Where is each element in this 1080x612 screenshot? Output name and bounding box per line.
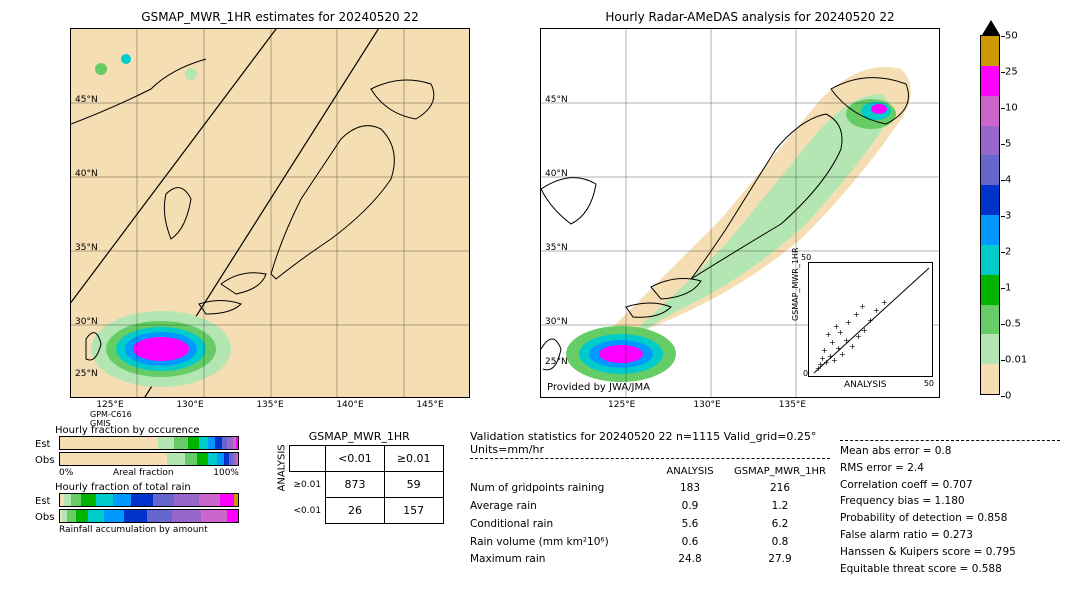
col-label: GSMAP_MWR_1HR [730,463,830,480]
svg-text:+: + [867,316,874,325]
bar-row-label: Obs [35,512,55,523]
ct-colheader: GSMAP_MWR_1HR [275,430,444,443]
svg-text:+: + [839,350,846,359]
svg-text:+: + [845,318,852,327]
bar-occ-obs [59,452,239,466]
rain-title: Hourly fraction of total rain [55,482,255,493]
ct-rowheader: ANALYSIS [277,478,288,492]
ytick: 30°N [75,317,98,327]
col-label: ANALYSIS [650,463,730,480]
map-left-title: GSMAP_MWR_1HR estimates for 20240520 22 [70,10,490,24]
rain-caption: Rainfall accumulation by amount [59,525,255,535]
bar-axis-label: Areal fraction [113,468,174,478]
ytick: 35°N [75,243,98,253]
ytick: 25°N [545,357,568,367]
svg-text:+: + [849,342,856,351]
map-right-xticks: 125°E 130°E 135°E [608,400,868,410]
scatter-ytick: 0 [803,369,808,378]
ytick: 40°N [75,169,98,179]
svg-text:+: + [829,338,836,347]
svg-text:+: + [859,302,866,311]
svg-text:+: + [831,356,838,365]
map-left-xticks: 125°E 130°E 135°E 140°E 145°E [70,400,470,410]
map-right: 45°N 40°N 35°N 30°N 25°N Provided by JWA… [540,28,940,398]
validation-rows: Num of gridpoints raining183216Average r… [470,480,830,569]
svg-text:+: + [873,306,880,315]
scatter-xtick: 50 [924,379,934,388]
svg-text:+: + [853,310,860,319]
map-right-title: Hourly Radar-AMeDAS analysis for 2024052… [540,10,960,24]
ytick: 25°N [75,369,98,379]
scatter-ytick: 50 [801,253,811,262]
bar-row-label: Est [35,496,55,507]
attribution: Provided by JWA/JMA [547,382,650,393]
ytick: 35°N [545,243,568,253]
svg-text:+: + [881,298,888,307]
map-left-footer1: GPM-C616 [90,410,490,419]
ytick: 45°N [545,95,568,105]
svg-text:+: + [815,364,822,373]
scatter-inset: +++ +++ +++ +++ +++ +++ +++ ++ 50 0 50 A… [808,262,933,377]
scatter-xlabel: ANALYSIS [844,380,886,390]
svg-text:+: + [825,330,832,339]
bar-axis-1: 100% [213,468,239,478]
bar-occ-est [59,436,239,450]
svg-text:+: + [833,322,840,331]
ytick: 45°N [75,95,98,105]
bar-rain-est [59,493,239,507]
colorbar: 00.010.512345102550 [980,35,1000,395]
ytick: 30°N [545,317,568,327]
colorbar-arrow-icon [982,20,1000,35]
map-left-overlay [71,29,470,398]
map-left: 45°N 40°N 35°N 30°N 25°N [70,28,470,398]
contingency-table: <0.01≥0.01 ≥0.01 873 59 <0.01 26 157 [289,445,444,524]
bar-row-label: Est [35,439,55,450]
bar-axis-0: 0% [59,468,73,478]
ytick: 40°N [545,169,568,179]
bar-rain-obs [59,509,239,523]
bar-row-label: Obs [35,455,55,466]
occ-title: Hourly fraction by occurence [55,425,255,436]
metrics-block: Mean abs error = 0.8RMS error = 2.4Corre… [840,440,1060,577]
scatter-ylabel: GSMAP_MWR_1HR [791,247,800,321]
validation-header: Validation statistics for 20240520 22 n=… [470,430,830,459]
svg-text:+: + [861,326,868,335]
